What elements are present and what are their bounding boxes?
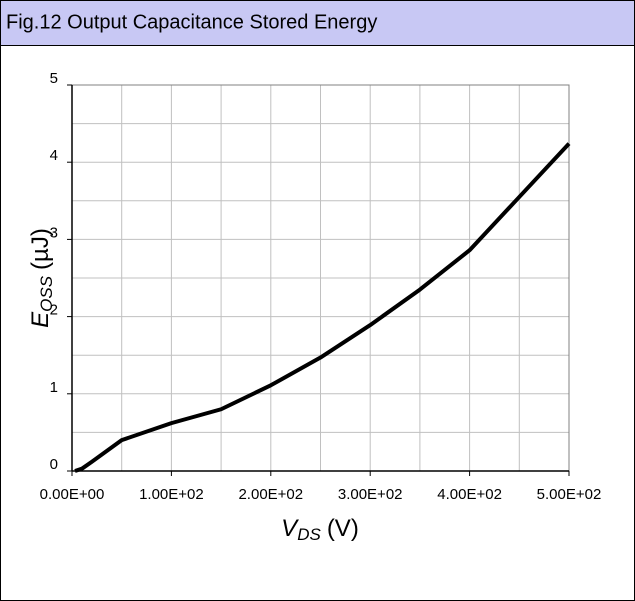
x-tick-label: 2.00E+02	[238, 486, 303, 503]
y-tick-label: 0	[50, 456, 58, 473]
chart-title: Fig.12 Output Capacitance Stored Energy	[6, 11, 377, 33]
title-bar	[0, 0, 635, 46]
line-series	[74, 142, 571, 473]
x-tick-label: 3.00E+02	[338, 486, 403, 503]
y-tick-label: 3	[50, 224, 58, 241]
y-tick-label: 5	[50, 70, 58, 87]
x-tick-label: 5.00E+02	[537, 486, 602, 503]
x-tick-label: 0.00E+00	[40, 486, 105, 503]
y-axis-label: EOSS(µJ)	[27, 228, 56, 328]
y-tick-label: 2	[50, 302, 58, 319]
x-axis-label: VDS (V)	[281, 515, 359, 544]
y-tick-label: 4	[50, 147, 58, 164]
x-tick-label: 1.00E+02	[139, 486, 204, 503]
y-tick-label: 1	[50, 379, 58, 396]
x-tick-label: 4.00E+02	[437, 486, 502, 503]
